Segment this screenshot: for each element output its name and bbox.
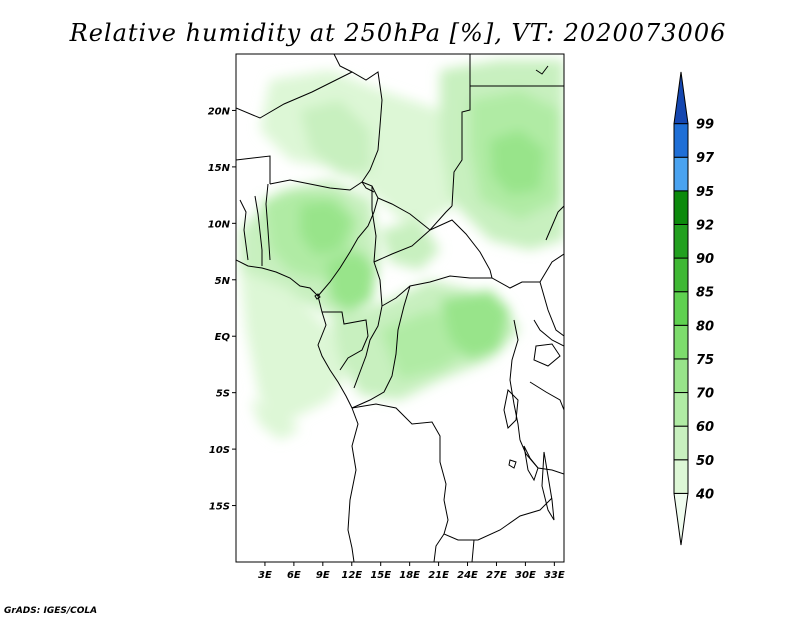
colorbar-segment <box>673 257 689 293</box>
colorbar-segment <box>673 156 689 192</box>
humidity-contour <box>326 250 376 312</box>
humidity-contour <box>380 220 440 270</box>
country-borders <box>236 54 564 562</box>
lat-tick-label: 10S <box>209 445 230 456</box>
humidity-contour <box>250 400 300 440</box>
figure-title: Relative humidity at 250hPa [%], VT: 202… <box>69 19 727 47</box>
colorbar-segment <box>673 459 689 494</box>
humidity-contour <box>440 290 510 360</box>
longitude-axis: 3E 6E 9E 12E 15E 18E 21E 24E 27E 30E 33E <box>258 562 565 581</box>
lon-tick-label: 33E <box>544 570 565 581</box>
lon-tick-label: 30E <box>515 570 536 581</box>
lon-tick-label: 9E <box>316 570 330 581</box>
humidity-contour <box>300 100 372 175</box>
colorbar-label: 50 <box>696 454 714 469</box>
lat-tick-label: 5N <box>215 276 231 287</box>
colorbar-label: 40 <box>695 487 714 502</box>
colorbar-segment <box>673 324 689 360</box>
lon-tick-label: 15E <box>370 570 391 581</box>
lat-tick-label: 10N <box>208 219 231 230</box>
colorbar-label: 80 <box>696 319 714 334</box>
colorbar-label: 99 <box>696 118 714 133</box>
lon-tick-label: 12E <box>341 570 362 581</box>
colorbar-segment <box>673 71 689 125</box>
lat-tick-label: 20N <box>208 106 231 117</box>
lon-tick-label: 21E <box>428 570 449 581</box>
humidity-shading <box>240 60 564 440</box>
lon-tick-label: 18E <box>399 570 420 581</box>
colorbar-segment <box>673 425 689 461</box>
lat-tick-label: 15N <box>208 163 231 174</box>
colorbar-label: 90 <box>696 252 714 267</box>
lon-tick-label: 27E <box>486 570 507 581</box>
colorbar: 40 50 60 70 75 80 85 90 92 95 97 99 <box>673 71 715 546</box>
colorbar-label: 70 <box>696 387 714 402</box>
lat-tick-label: 15S <box>209 502 230 513</box>
lon-tick-label: 24E <box>457 570 478 581</box>
lat-tick-label: EQ <box>215 332 231 343</box>
lon-tick-label: 3E <box>258 570 272 581</box>
colorbar-segment <box>673 492 689 546</box>
lat-tick-label: 5S <box>216 389 230 400</box>
latitude-axis: 20N 15N 10N 5N EQ 5S 10S 15S <box>208 106 236 513</box>
colorbar-segment <box>673 358 689 394</box>
colorbar-label: 60 <box>696 420 714 435</box>
humidity-contours <box>240 60 564 440</box>
colorbar-label: 75 <box>696 353 714 368</box>
lon-tick-label: 6E <box>287 570 301 581</box>
colorbar-segment <box>673 291 689 326</box>
colorbar-segment <box>673 223 689 259</box>
map-panel: 20N 15N 10N 5N EQ 5S 10S 15S 3E 6E 9E 12E 15E 18E 21E… <box>208 53 565 581</box>
humidity-contour <box>240 270 350 420</box>
grads-credit: GrADS: IGES/COLA <box>4 606 97 616</box>
colorbar-segment <box>673 123 689 158</box>
colorbar-segment <box>673 392 689 427</box>
colorbar-label: 97 <box>696 151 715 166</box>
colorbar-segment <box>673 190 689 225</box>
colorbar-label: 92 <box>696 218 714 233</box>
colorbar-label: 95 <box>696 185 714 200</box>
humidity-contour <box>300 200 352 255</box>
humidity-contour <box>490 130 545 195</box>
colorbar-label: 85 <box>696 286 714 301</box>
map-frame <box>235 53 565 563</box>
